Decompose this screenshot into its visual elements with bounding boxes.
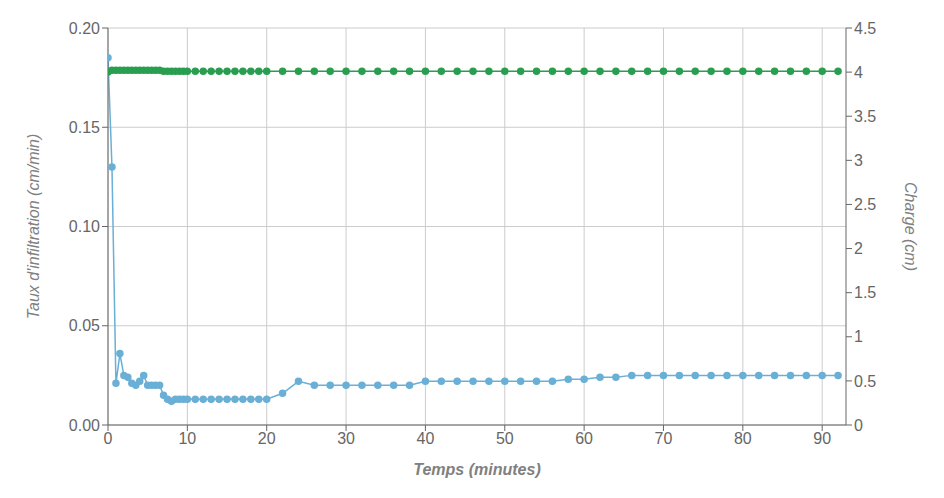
svg-text:3: 3 xyxy=(854,152,863,169)
svg-text:60: 60 xyxy=(575,430,593,447)
svg-text:80: 80 xyxy=(734,430,752,447)
svg-text:4.5: 4.5 xyxy=(854,20,876,37)
svg-text:0.00: 0.00 xyxy=(69,417,100,434)
svg-text:10: 10 xyxy=(178,430,196,447)
svg-text:90: 90 xyxy=(813,430,831,447)
svg-text:Temps (minutes): Temps (minutes) xyxy=(413,461,540,478)
svg-text:1.5: 1.5 xyxy=(854,284,876,301)
svg-text:0.10: 0.10 xyxy=(69,218,100,235)
svg-text:20: 20 xyxy=(258,430,276,447)
svg-text:0.05: 0.05 xyxy=(69,317,100,334)
svg-text:0.5: 0.5 xyxy=(854,373,876,390)
svg-text:40: 40 xyxy=(417,430,435,447)
svg-text:30: 30 xyxy=(337,430,355,447)
svg-text:0.20: 0.20 xyxy=(69,20,100,37)
svg-text:2.5: 2.5 xyxy=(854,196,876,213)
svg-text:50: 50 xyxy=(496,430,514,447)
svg-text:Charge (cm): Charge (cm) xyxy=(902,182,919,271)
svg-text:4: 4 xyxy=(854,64,863,81)
svg-text:0: 0 xyxy=(104,430,113,447)
svg-text:0.15: 0.15 xyxy=(69,119,100,136)
svg-text:0: 0 xyxy=(854,417,863,434)
svg-text:Taux d'infiltration (cm/min): Taux d'infiltration (cm/min) xyxy=(25,134,42,320)
svg-text:1: 1 xyxy=(854,328,863,345)
svg-text:70: 70 xyxy=(655,430,673,447)
svg-text:3.5: 3.5 xyxy=(854,108,876,125)
svg-text:2: 2 xyxy=(854,240,863,257)
